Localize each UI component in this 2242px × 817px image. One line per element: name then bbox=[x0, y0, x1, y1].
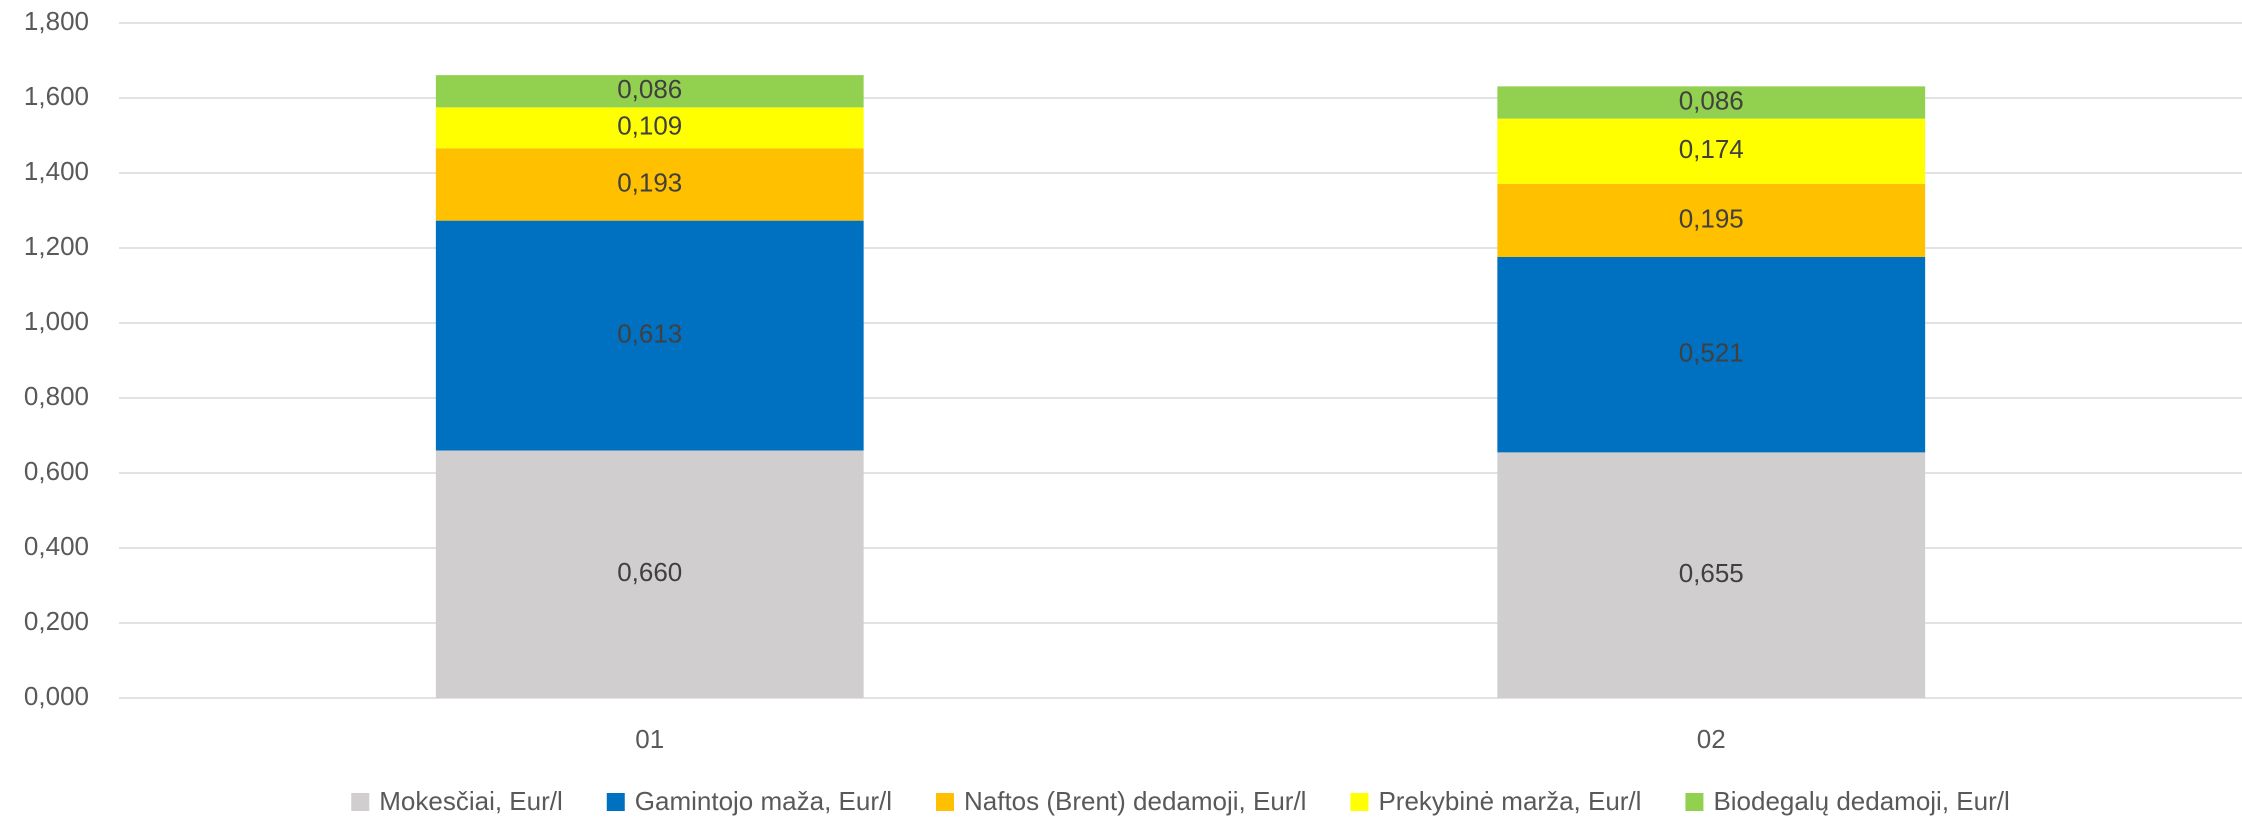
data-label: 0,086 bbox=[617, 74, 682, 104]
y-tick-label: 0,400 bbox=[24, 531, 89, 561]
data-label: 0,660 bbox=[617, 557, 682, 587]
data-label: 0,086 bbox=[1679, 85, 1744, 115]
data-label: 0,613 bbox=[617, 318, 682, 348]
y-tick-label: 1,800 bbox=[24, 6, 89, 36]
legend-swatch bbox=[935, 793, 954, 811]
bar-segment bbox=[1497, 118, 1926, 184]
legend-label: Mokesčiai, Eur/l bbox=[379, 786, 563, 816]
legend-label: Biodegalų dedamoji, Eur/l bbox=[1713, 786, 2009, 816]
y-tick-label: 0,600 bbox=[24, 456, 89, 486]
data-label: 0,109 bbox=[617, 111, 682, 141]
y-tick-label: 1,200 bbox=[24, 231, 89, 261]
y-tick-label: 1,600 bbox=[24, 81, 89, 111]
bar-segment bbox=[435, 75, 864, 108]
bar-segment bbox=[1497, 183, 1926, 257]
bar-segment bbox=[1497, 86, 1926, 119]
legend-swatch bbox=[351, 793, 370, 811]
bar-segment bbox=[1497, 257, 1926, 453]
y-tick-label: 1,400 bbox=[24, 156, 89, 186]
y-tick-label: 1,000 bbox=[24, 306, 89, 336]
legend-label: Naftos (Brent) dedamoji, Eur/l bbox=[964, 786, 1306, 816]
y-tick-label: 0,800 bbox=[24, 381, 89, 411]
x-tick-label: 01 bbox=[635, 724, 664, 754]
data-label: 0,521 bbox=[1679, 338, 1744, 368]
x-tick-label: 02 bbox=[1697, 724, 1726, 754]
legend-swatch bbox=[1350, 793, 1369, 811]
data-label: 0,193 bbox=[617, 167, 682, 197]
bar-segment bbox=[435, 148, 864, 221]
legend-label: Prekybinė marža, Eur/l bbox=[1378, 786, 1641, 816]
y-tick-label: 0,200 bbox=[24, 606, 89, 636]
data-label: 0,174 bbox=[1679, 134, 1744, 164]
legend-label: Gamintojo maža, Eur/l bbox=[635, 786, 892, 816]
legend-swatch bbox=[1685, 793, 1704, 811]
bar-segment bbox=[435, 450, 864, 698]
data-label: 0,195 bbox=[1679, 203, 1744, 233]
bar-segment bbox=[435, 220, 864, 451]
bar-segment bbox=[435, 107, 864, 149]
bar-segment bbox=[1497, 452, 1926, 698]
y-tick-label: 0,000 bbox=[24, 681, 89, 711]
legend-swatch bbox=[606, 793, 625, 811]
data-label: 0,655 bbox=[1679, 558, 1744, 588]
